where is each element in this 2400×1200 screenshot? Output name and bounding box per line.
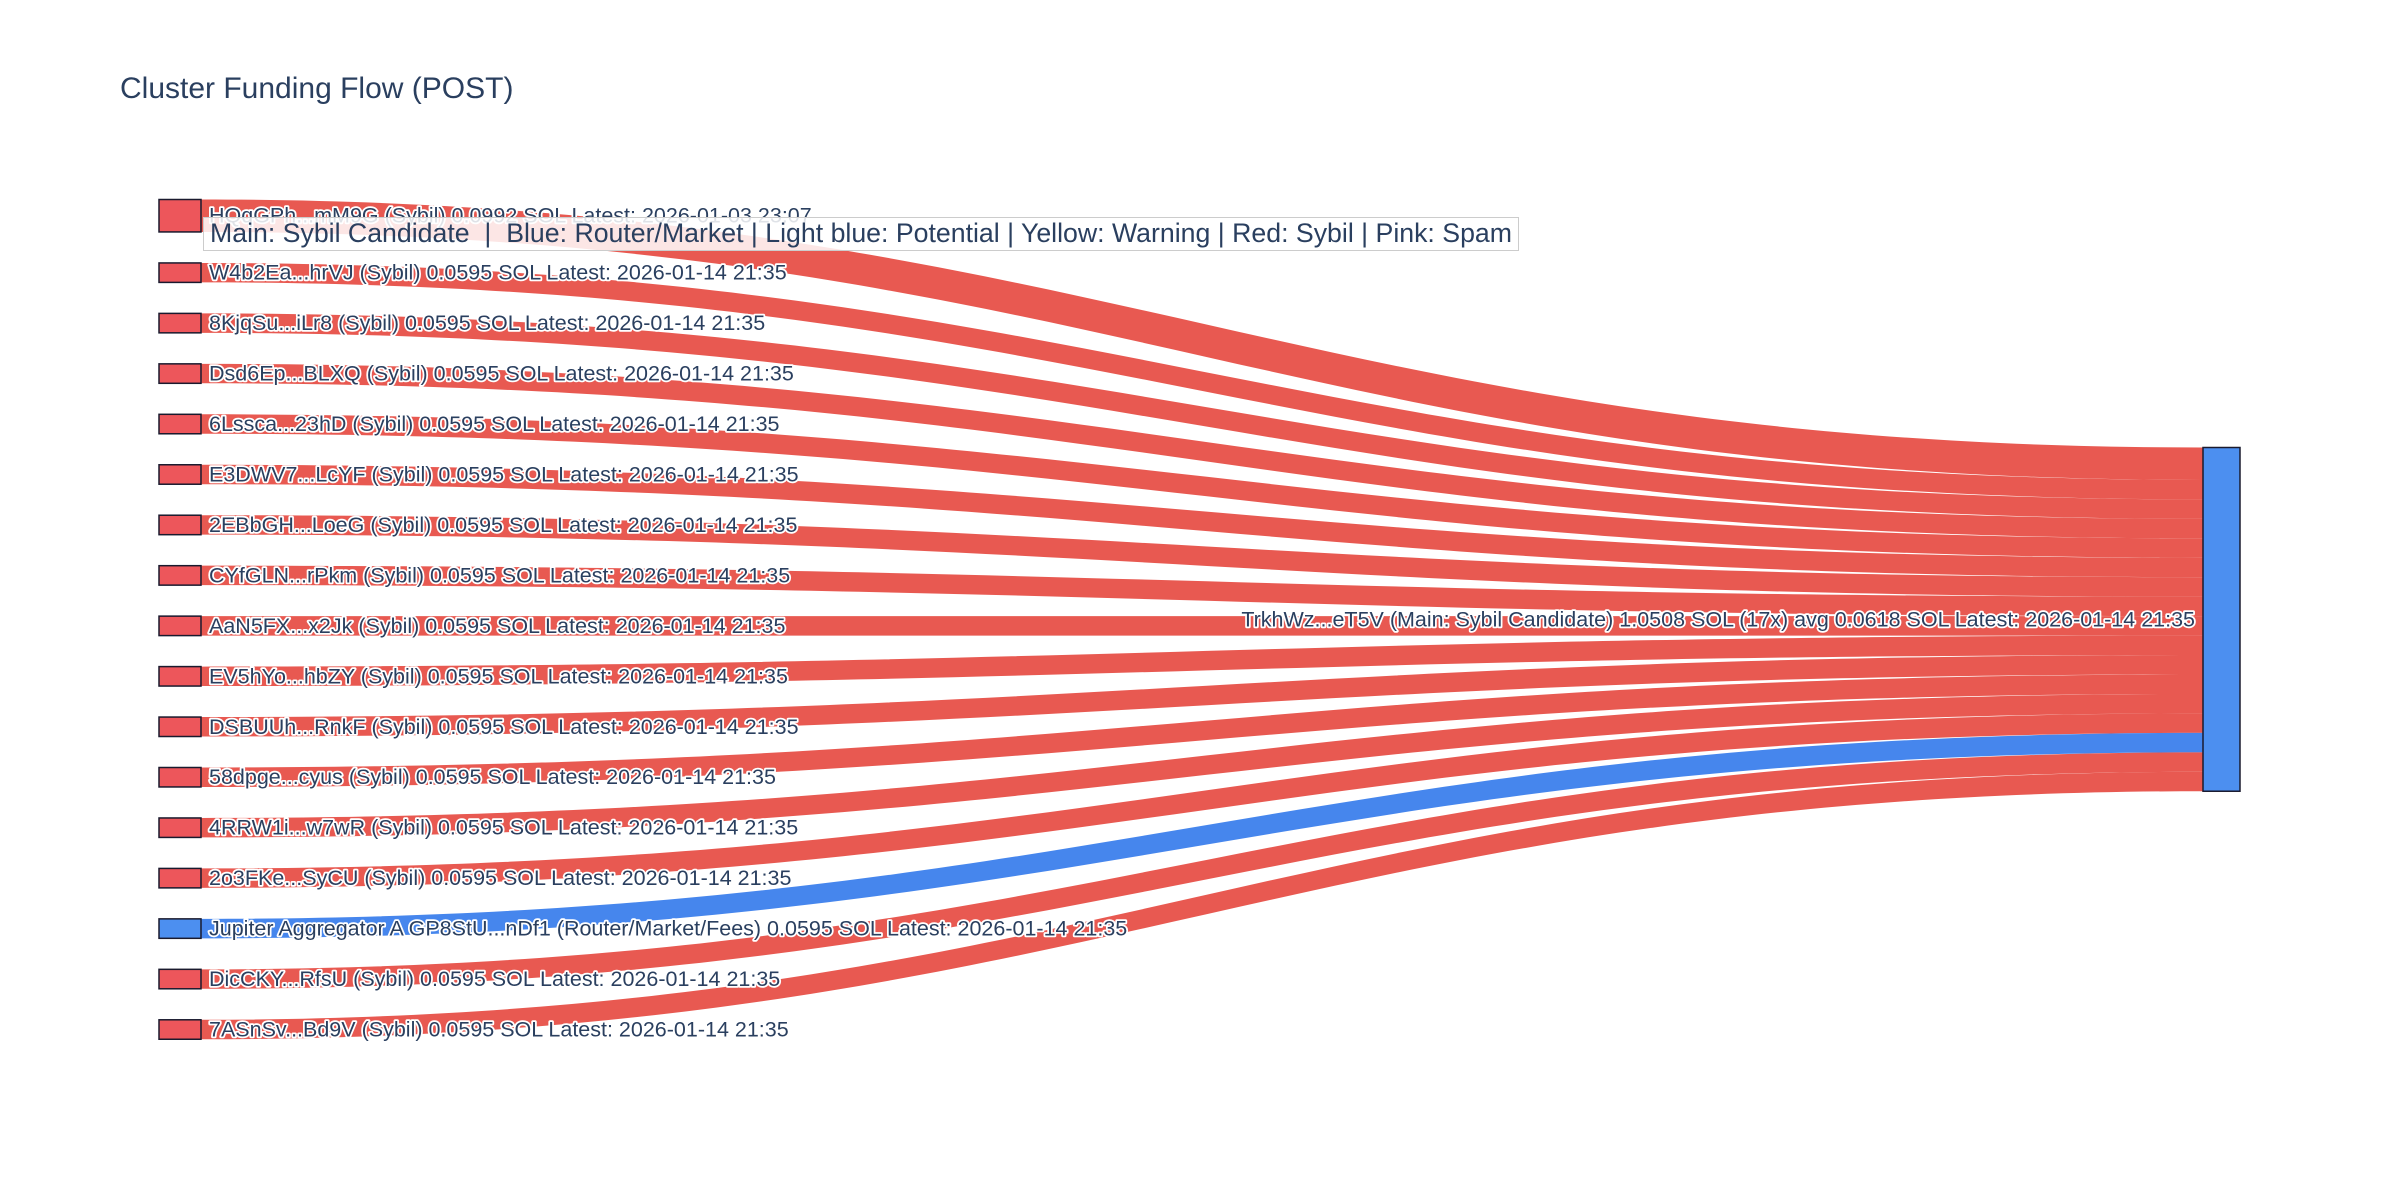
svg-text:2EBbGH...LoeG (Sybil) 0.0595 S: 2EBbGH...LoeG (Sybil) 0.0595 SOL Latest:… bbox=[209, 513, 797, 537]
svg-text:CYfGLN...rPkm (Sybil) 0.0595 S: CYfGLN...rPkm (Sybil) 0.0595 SOL Latest:… bbox=[209, 563, 790, 587]
svg-text:AaN5FX...x2Jk (Sybil) 0.0595 S: AaN5FX...x2Jk (Sybil) 0.0595 SOL Latest:… bbox=[209, 614, 785, 638]
svg-text:8KjqSu...iLr8 (Sybil) 0.0595 S: 8KjqSu...iLr8 (Sybil) 0.0595 SOL Latest:… bbox=[209, 311, 765, 335]
svg-text:DSBUUh...RnkF (Sybil) 0.0595 S: DSBUUh...RnkF (Sybil) 0.0595 SOL Latest:… bbox=[209, 715, 799, 739]
svg-text:EV5hYo...hbZY (Sybil) 0.0595 S: EV5hYo...hbZY (Sybil) 0.0595 SOL Latest:… bbox=[209, 664, 788, 688]
svg-text:6Lssca...23hD (Sybil) 0.0595 S: 6Lssca...23hD (Sybil) 0.0595 SOL Latest:… bbox=[209, 412, 780, 436]
svg-text:E3DWV7...LcYF (Sybil) 0.0595 S: E3DWV7...LcYF (Sybil) 0.0595 SOL Latest:… bbox=[209, 462, 799, 486]
svg-text:Jupiter Aggregator A GP8StU...: Jupiter Aggregator A GP8StU...nDf1 (Rout… bbox=[209, 917, 1127, 941]
svg-text:2o3FKe...SyCU (Sybil) 0.0595 S: 2o3FKe...SyCU (Sybil) 0.0595 SOL Latest:… bbox=[209, 866, 791, 890]
svg-text:58dpge...cyus (Sybil) 0.0595 S: 58dpge...cyus (Sybil) 0.0595 SOL Latest:… bbox=[209, 765, 776, 789]
svg-text:W4b2Ea...hrVJ (Sybil) 0.0595 S: W4b2Ea...hrVJ (Sybil) 0.0595 SOL Latest:… bbox=[209, 261, 787, 285]
svg-text:TrkhWz...eT5V (Main: Sybil Can: TrkhWz...eT5V (Main: Sybil Candidate) 1.… bbox=[1241, 607, 2195, 631]
svg-text:4RRW1i...w7wR (Sybil) 0.0595 S: 4RRW1i...w7wR (Sybil) 0.0595 SOL Latest:… bbox=[209, 816, 798, 840]
svg-text:7ASnSv...Bd9V (Sybil) 0.0595 S: 7ASnSv...Bd9V (Sybil) 0.0595 SOL Latest:… bbox=[209, 1018, 789, 1042]
svg-text:DicCKY...RfsU (Sybil) 0.0595 S: DicCKY...RfsU (Sybil) 0.0595 SOL Latest:… bbox=[209, 967, 780, 991]
svg-text:Dsd6Ep...BLXQ (Sybil) 0.0595 S: Dsd6Ep...BLXQ (Sybil) 0.0595 SOL Latest:… bbox=[209, 362, 794, 386]
